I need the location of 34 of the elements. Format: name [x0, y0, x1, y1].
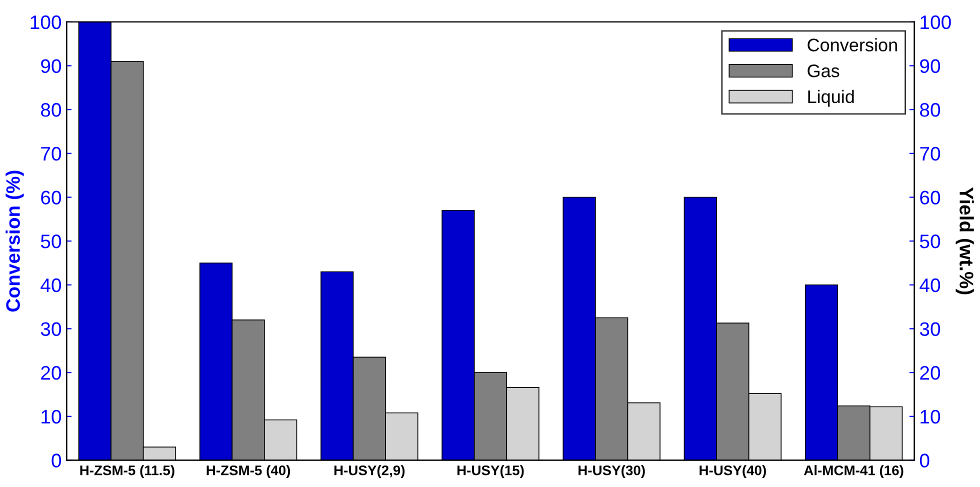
y2-tick-label: 90	[920, 59, 940, 73]
y2-tick-label: 10	[920, 410, 940, 424]
legend-label: Conversion	[808, 38, 897, 52]
y-tick-label: 0	[52, 454, 62, 468]
y2-tick-label: 50	[920, 234, 940, 248]
legend-label: Liquid	[808, 90, 854, 107]
y-tick-label: 60	[41, 190, 62, 204]
x-tick-label: H-USY(2,9)	[334, 465, 405, 478]
y2-tick-label: 70	[920, 146, 940, 161]
y2-tick-label: 60	[920, 190, 940, 204]
x-tick-label: H-ZSM-5 (40)	[206, 465, 290, 478]
y2-axis-title: Yield (wt.%)	[956, 187, 974, 294]
x-tick-label: H-USY(40)	[700, 465, 766, 478]
y-tick-label: 80	[41, 103, 62, 117]
y2-tick-label: 0	[920, 454, 930, 468]
y-tick-label: 50	[40, 234, 62, 248]
x-tick-label: H-USY(30)	[578, 465, 645, 478]
y-axis-title: Conversion (%)	[6, 170, 24, 312]
y2-tick-label: 100	[920, 15, 951, 30]
y-tick-label: 40	[40, 278, 62, 292]
legend-label: Gas	[808, 64, 840, 78]
x-tick-label: H-USY(15)	[457, 465, 524, 478]
y-tick-label: 100	[30, 15, 62, 30]
y2-tick-label: 30	[920, 322, 940, 336]
y-tick-label: 30	[40, 322, 62, 336]
y-tick-label: 70	[41, 146, 62, 161]
y-tick-label: 10	[42, 410, 62, 424]
y-tick-label: 90	[41, 59, 62, 73]
y-tick-label: 20	[41, 366, 62, 380]
x-tick-label: H-ZSM-5 (11.5)	[80, 465, 174, 478]
y2-tick-label: 40	[920, 278, 940, 292]
y2-tick-label: 80	[920, 103, 940, 117]
y2-tick-label: 20	[920, 366, 940, 380]
x-tick-label: Al-MCM-41 (16)	[804, 465, 904, 478]
